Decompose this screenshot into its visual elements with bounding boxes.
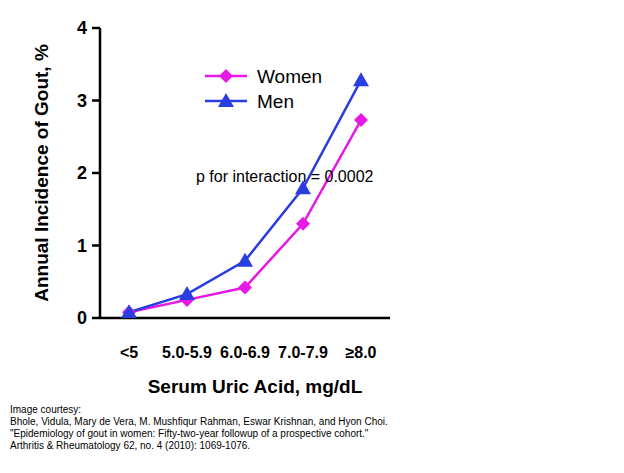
- x-axis-label: Serum Uric Acid, mg/dL: [148, 376, 363, 397]
- x-tick-label: 5.0-5.9: [162, 344, 212, 361]
- data-point: [296, 217, 310, 231]
- y-tick-label: 4: [77, 18, 87, 38]
- y-axis-label: Annual Incidence of Gout, %: [31, 44, 52, 302]
- y-tick-label: 3: [77, 91, 87, 111]
- legend-marker: [218, 93, 234, 107]
- x-tick-label: 6.0-6.9: [220, 344, 270, 361]
- source-text: Bhole, Vidula, Mary de Vera, M. Mushfiqu…: [10, 416, 388, 427]
- data-point: [353, 72, 369, 86]
- data-point: [122, 305, 136, 318]
- x-tick-label: <5: [120, 344, 138, 361]
- legend-marker: [219, 69, 233, 83]
- legend-label: Men: [257, 91, 294, 112]
- x-axis: [100, 317, 390, 320]
- source-text: Arthritis & Rheumatology 62, no. 4 (2010…: [10, 440, 250, 451]
- plot-area: [121, 72, 369, 318]
- x-tick-label: 7.0-7.9: [278, 344, 328, 361]
- data-point: [179, 286, 195, 300]
- y-tick-label: 1: [77, 236, 87, 256]
- y-tick-label: 0: [77, 308, 87, 328]
- data-point: [354, 113, 368, 127]
- data-point: [237, 253, 253, 267]
- series-line: [129, 80, 361, 312]
- data-point: [121, 304, 137, 318]
- data-point: [238, 281, 252, 295]
- series-line: [129, 120, 361, 312]
- y-tick-label: 2: [77, 163, 87, 183]
- source-text: Image courtesy:: [10, 404, 81, 415]
- annotation: p for interaction = 0.0002: [196, 168, 374, 185]
- x-tick-label: ≥8.0: [345, 344, 376, 361]
- chart: 0 1 2 3 4 <5 5.0-5.9 6.0-6.9 7.0-7.9 ≥8.0 Serum Ur…: [0, 0, 624, 473]
- source-text: "Epidemiology of gout in women: Fifty-tw…: [10, 428, 369, 439]
- legend-label: Women: [257, 66, 322, 87]
- y-axis: [99, 28, 102, 318]
